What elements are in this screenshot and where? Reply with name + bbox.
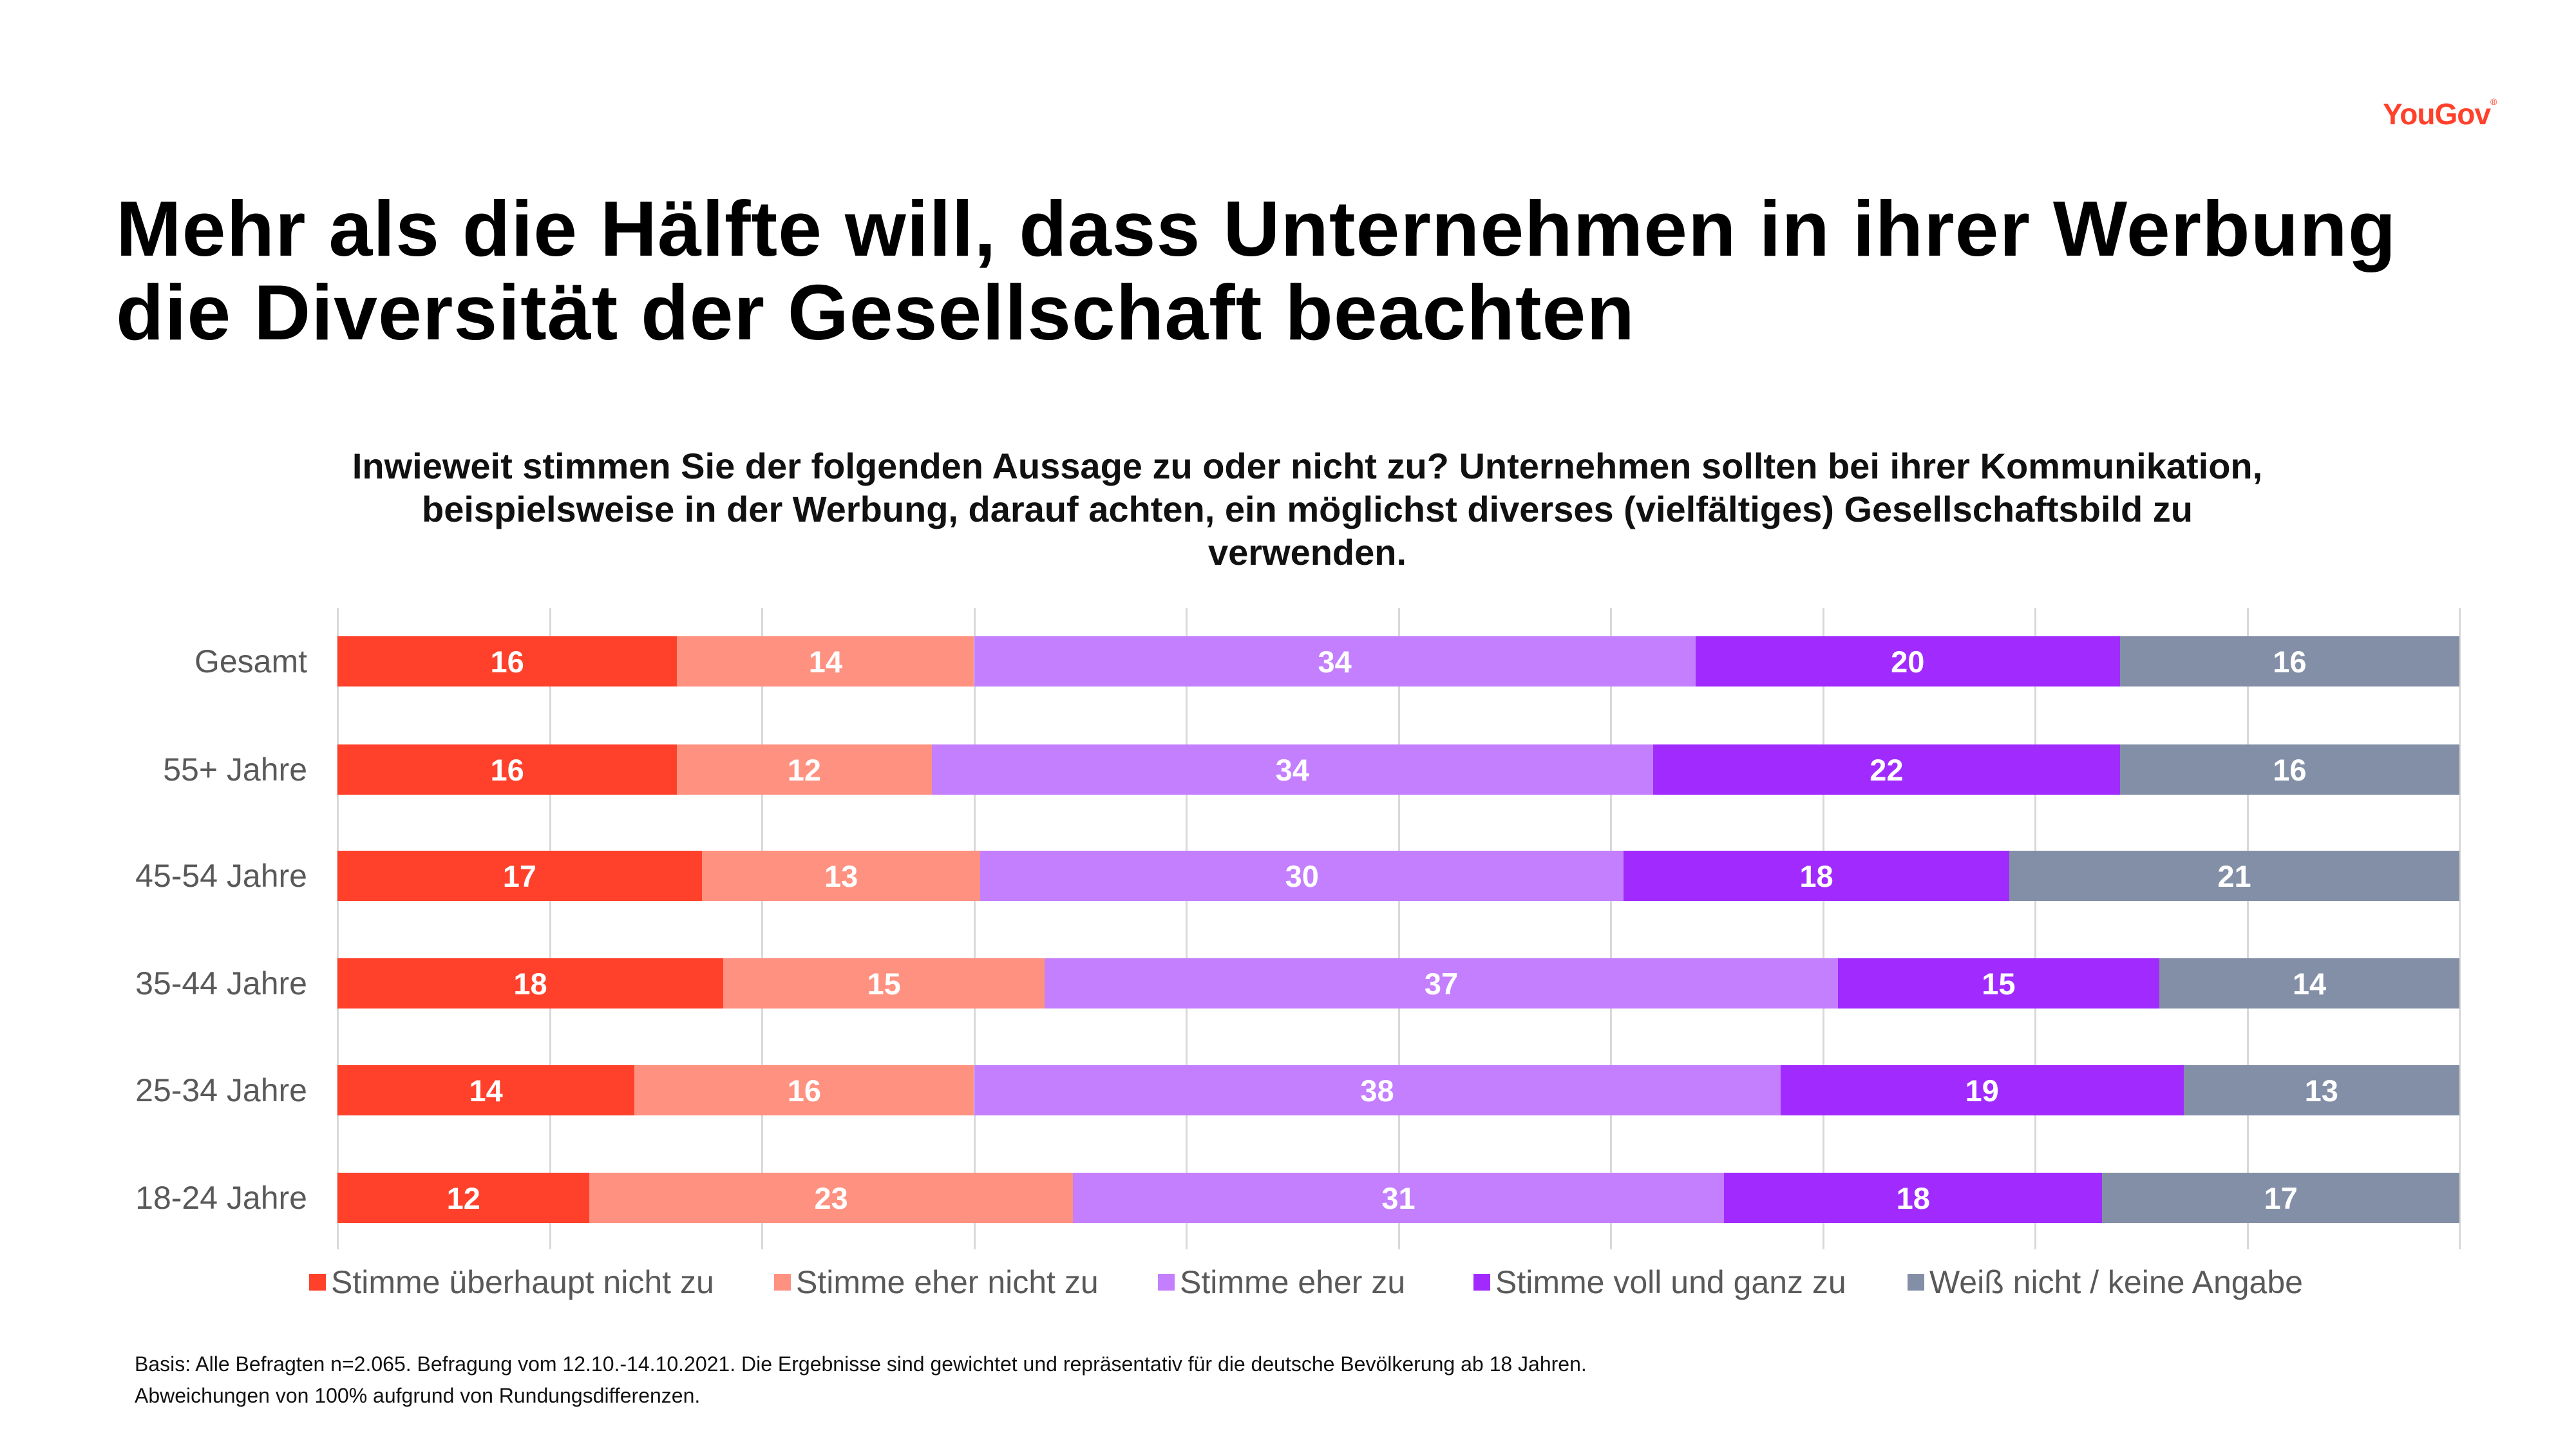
bar-segment: 21	[2009, 851, 2459, 901]
gridline	[1186, 608, 1188, 1249]
legend-swatch	[774, 1274, 791, 1291]
gridline	[761, 608, 763, 1249]
bar-segment: 16	[2119, 636, 2459, 687]
footnote-rounding: Abweichungen von 100% aufgrund von Rundu…	[135, 1384, 701, 1407]
legend-item: Stimme überhaupt nicht zu	[309, 1264, 714, 1301]
bar-segment: 13	[2183, 1065, 2459, 1115]
gridline	[2246, 608, 2249, 1249]
bar-segment: 18	[1623, 851, 2010, 901]
bar-segment: 16	[337, 636, 677, 687]
bar-segment: 20	[1695, 636, 2120, 687]
legend-item: Stimme eher zu	[1158, 1264, 1405, 1301]
legend-item: Weiß nicht / keine Angabe	[1908, 1264, 2303, 1301]
category-label: 25-34 Jahre	[135, 1072, 307, 1108]
gridline	[2459, 608, 2461, 1249]
bar-segment: 18	[1724, 1173, 2103, 1223]
gridline	[337, 608, 339, 1249]
category-label: Gesamt	[194, 643, 307, 679]
bar-segment: 31	[1072, 1173, 1725, 1223]
yougov-logo: YouGov®	[2383, 97, 2497, 131]
category-label: 18-24 Jahre	[135, 1180, 307, 1216]
legend-swatch	[309, 1274, 326, 1291]
legend-label: Weiß nicht / keine Angabe	[1929, 1264, 2303, 1300]
gridline	[549, 608, 551, 1249]
category-label: 35-44 Jahre	[135, 965, 307, 1001]
gridline	[1397, 608, 1400, 1249]
bar-segment: 14	[677, 636, 974, 687]
legend-item: Stimme voll und ganz zu	[1473, 1264, 1846, 1301]
legend-label: Stimme voll und ganz zu	[1495, 1264, 1846, 1300]
gridline	[973, 608, 976, 1249]
legend-swatch	[1158, 1274, 1175, 1291]
bar-segment: 12	[677, 744, 932, 795]
bar-segment: 34	[974, 636, 1696, 687]
bar-segment: 30	[980, 851, 1624, 901]
legend-label: Stimme eher nicht zu	[796, 1264, 1099, 1300]
bar-segment: 16	[2119, 744, 2459, 795]
stacked-bar-chart: 16 14 34 20 16 16 12 34 22 16 17 13 30 18 21 18 15 37 15 14…	[337, 608, 2461, 1249]
bar-segment: 16	[337, 744, 677, 795]
category-label: 45-54 Jahre	[135, 858, 307, 894]
gridline	[2034, 608, 2036, 1249]
bar-segment: 38	[974, 1065, 1781, 1115]
bar-segment: 23	[589, 1173, 1073, 1223]
bar-segment: 16	[634, 1065, 974, 1115]
page-title: Mehr als die Hälfte will, dass Unternehm…	[116, 185, 2397, 356]
bar-segment: 18	[337, 958, 724, 1009]
gridline	[1822, 608, 1824, 1249]
bar-segment: 17	[337, 851, 702, 901]
legend-swatch	[1908, 1274, 1924, 1291]
bar-segment: 12	[337, 1173, 590, 1223]
bar-segment: 14	[2159, 958, 2459, 1009]
bar-segment: 19	[1780, 1065, 2184, 1115]
bar-segment: 17	[2102, 1173, 2459, 1223]
bar-segment: 13	[701, 851, 981, 901]
gridline	[1610, 608, 1612, 1249]
legend-label: Stimme eher zu	[1180, 1264, 1406, 1300]
logo-text: YouGov	[2383, 97, 2491, 131]
category-label: 55+ Jahre	[163, 752, 307, 788]
bar-segment: 37	[1045, 958, 1838, 1009]
chart-question: Inwieweit stimmen Sie der folgenden Auss…	[352, 446, 2263, 573]
bar-segment: 22	[1653, 744, 2120, 795]
legend-item: Stimme eher nicht zu	[774, 1264, 1099, 1301]
chart-legend: Stimme überhaupt nicht zu Stimme eher nic…	[0, 1264, 2576, 1309]
legend-label: Stimme überhaupt nicht zu	[331, 1264, 714, 1300]
bar-segment: 14	[337, 1065, 635, 1115]
logo-registered-mark: ®	[2490, 97, 2497, 107]
bar-segment: 15	[1837, 958, 2160, 1009]
bar-segment: 34	[931, 744, 1653, 795]
bar-segment: 15	[723, 958, 1045, 1009]
legend-swatch	[1473, 1274, 1490, 1291]
footnote-basis: Basis: Alle Befragten n=2.065. Befragung…	[135, 1352, 1587, 1376]
